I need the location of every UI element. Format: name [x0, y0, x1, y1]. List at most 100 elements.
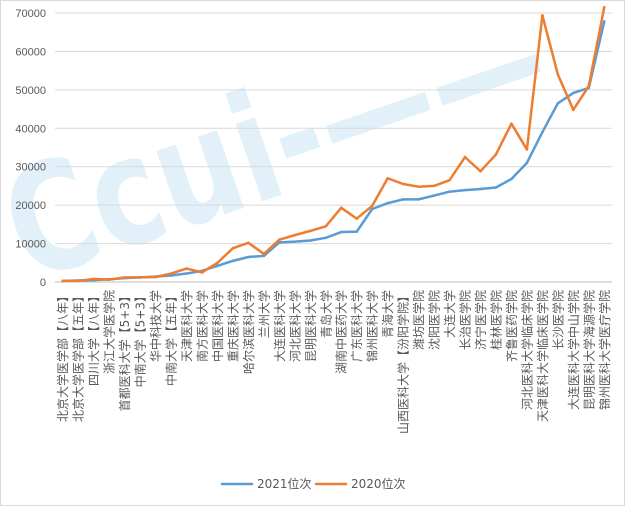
- data-point: [432, 194, 436, 197]
- data-point: [169, 272, 173, 275]
- x-tick-label: 锦州医科大学医疗学院: [597, 290, 612, 410]
- chart-frame: [0, 0, 625, 506]
- legend-label: 2021位次: [257, 476, 312, 491]
- y-tick-label: 0: [40, 277, 46, 289]
- y-tick-label: 50000: [15, 85, 46, 97]
- x-tick-label: 浙江大学医学院: [102, 290, 117, 374]
- data-point: [107, 278, 111, 281]
- data-point: [510, 122, 513, 125]
- x-tick-label: 济宁医学院: [473, 290, 488, 350]
- x-tick-label: 昆明医科大学海源学院: [581, 290, 596, 410]
- legend: 2021位次 2020位次: [220, 476, 406, 491]
- x-tick-label: 天津医科大学: [179, 290, 194, 362]
- x-tick-label: 大连大学: [442, 290, 457, 338]
- data-point: [494, 186, 498, 189]
- x-tick-label: 河北医科大学: [287, 290, 302, 362]
- gridlines: [55, 12, 612, 245]
- series-2: [61, 6, 606, 283]
- data-point: [541, 130, 544, 134]
- data-point: [479, 187, 482, 191]
- data-point: [370, 207, 374, 211]
- x-tick-label: 中南大学【五年】: [164, 290, 179, 386]
- legend-item: 2020位次: [314, 476, 406, 491]
- x-tick-label: 湖南中医药大学: [334, 290, 349, 374]
- x-tick-label: 北京大学医学部【八年】: [55, 290, 70, 422]
- data-point: [262, 254, 266, 258]
- data-point: [510, 177, 513, 181]
- data-point: [417, 185, 420, 188]
- data-point: [339, 230, 343, 234]
- x-axis: 北京大学医学部【八年】 北京大学医学部【五年】 四川大学【八年】 浙江大学医学院 首都医…: [55, 281, 612, 434]
- data-point: [401, 182, 405, 186]
- series-line-2: [61, 6, 606, 283]
- plot-area: [61, 6, 606, 283]
- x-tick-label: 兰州大学: [256, 290, 271, 338]
- x-tick-label: 南方医科大学: [194, 290, 209, 362]
- x-tick-label: 哈尔滨医科大学: [241, 290, 256, 374]
- x-tick-label: 华中科技大学: [148, 290, 163, 362]
- data-point: [324, 236, 328, 240]
- x-tick-label: 青海大学: [380, 290, 395, 338]
- y-tick-label: 70000: [15, 8, 46, 20]
- data-point: [448, 178, 451, 182]
- x-tick-label: 齐鲁医药学院: [504, 290, 519, 362]
- line-chart: Ccui-—— 01000020000300004000050000600007…: [0, 0, 625, 506]
- x-tick-label: 桂林医学院: [488, 290, 503, 350]
- data-point: [216, 264, 219, 268]
- data-point: [417, 198, 420, 201]
- x-tick-label: 大连医科大学: [272, 290, 287, 362]
- data-point: [92, 277, 95, 281]
- x-tick-label: 河北医科大学临床学院: [519, 290, 534, 410]
- data-point: [308, 229, 312, 233]
- x-tick-label: 中南大学【5+3】: [133, 290, 148, 387]
- y-tick-label: 40000: [15, 123, 46, 135]
- data-point: [386, 176, 389, 180]
- x-tick-label: 潍坊医学院: [411, 290, 426, 350]
- data-point: [293, 240, 297, 243]
- data-point: [278, 238, 281, 242]
- data-point: [355, 230, 359, 233]
- data-point: [216, 261, 219, 265]
- data-point: [247, 255, 250, 259]
- data-point: [123, 276, 126, 279]
- x-tick-label: 锦州医科大学: [365, 290, 380, 362]
- data-point: [339, 206, 343, 210]
- data-point: [247, 241, 250, 245]
- data-point: [138, 276, 142, 279]
- data-point: [432, 184, 436, 188]
- data-point: [572, 108, 575, 112]
- legend-item: 2021位次: [220, 476, 312, 491]
- x-tick-label: 大连医科大学中山学院: [566, 290, 581, 410]
- y-tick-label: 60000: [15, 46, 46, 58]
- y-axis: 0 10000 20000 30000 40000 50000 60000 70000: [15, 8, 46, 289]
- data-point: [556, 102, 560, 105]
- x-tick-label: 青岛大学: [318, 290, 333, 338]
- data-point: [308, 239, 312, 242]
- data-point: [525, 161, 529, 165]
- x-tick-label: 昆明医科大学: [303, 290, 318, 362]
- data-point: [231, 259, 235, 263]
- x-tick-label: 广东医科大学: [349, 290, 364, 362]
- legend-label: 2020位次: [351, 476, 406, 491]
- data-point: [185, 272, 188, 275]
- data-point: [154, 275, 157, 279]
- data-point: [463, 155, 467, 159]
- data-point: [572, 91, 575, 95]
- data-point: [76, 279, 80, 283]
- data-point: [231, 246, 235, 250]
- y-tick-label: 30000: [15, 162, 46, 174]
- data-point: [494, 153, 498, 156]
- data-point: [401, 198, 405, 201]
- x-tick-label: 天津医科大学临床医学院: [535, 290, 550, 422]
- data-point: [463, 188, 467, 192]
- x-tick-label: 首都医科大学【5+3】: [117, 290, 132, 411]
- data-point: [370, 204, 374, 208]
- data-point: [602, 20, 606, 23]
- data-point: [200, 271, 204, 274]
- data-point: [262, 252, 266, 256]
- data-point: [448, 190, 451, 193]
- data-point: [293, 233, 297, 237]
- x-tick-label: 中国医科大学: [210, 290, 225, 362]
- x-tick-label: 北京大学医学部【五年】: [71, 290, 86, 422]
- x-tick-label: 长沙医学院: [550, 290, 565, 350]
